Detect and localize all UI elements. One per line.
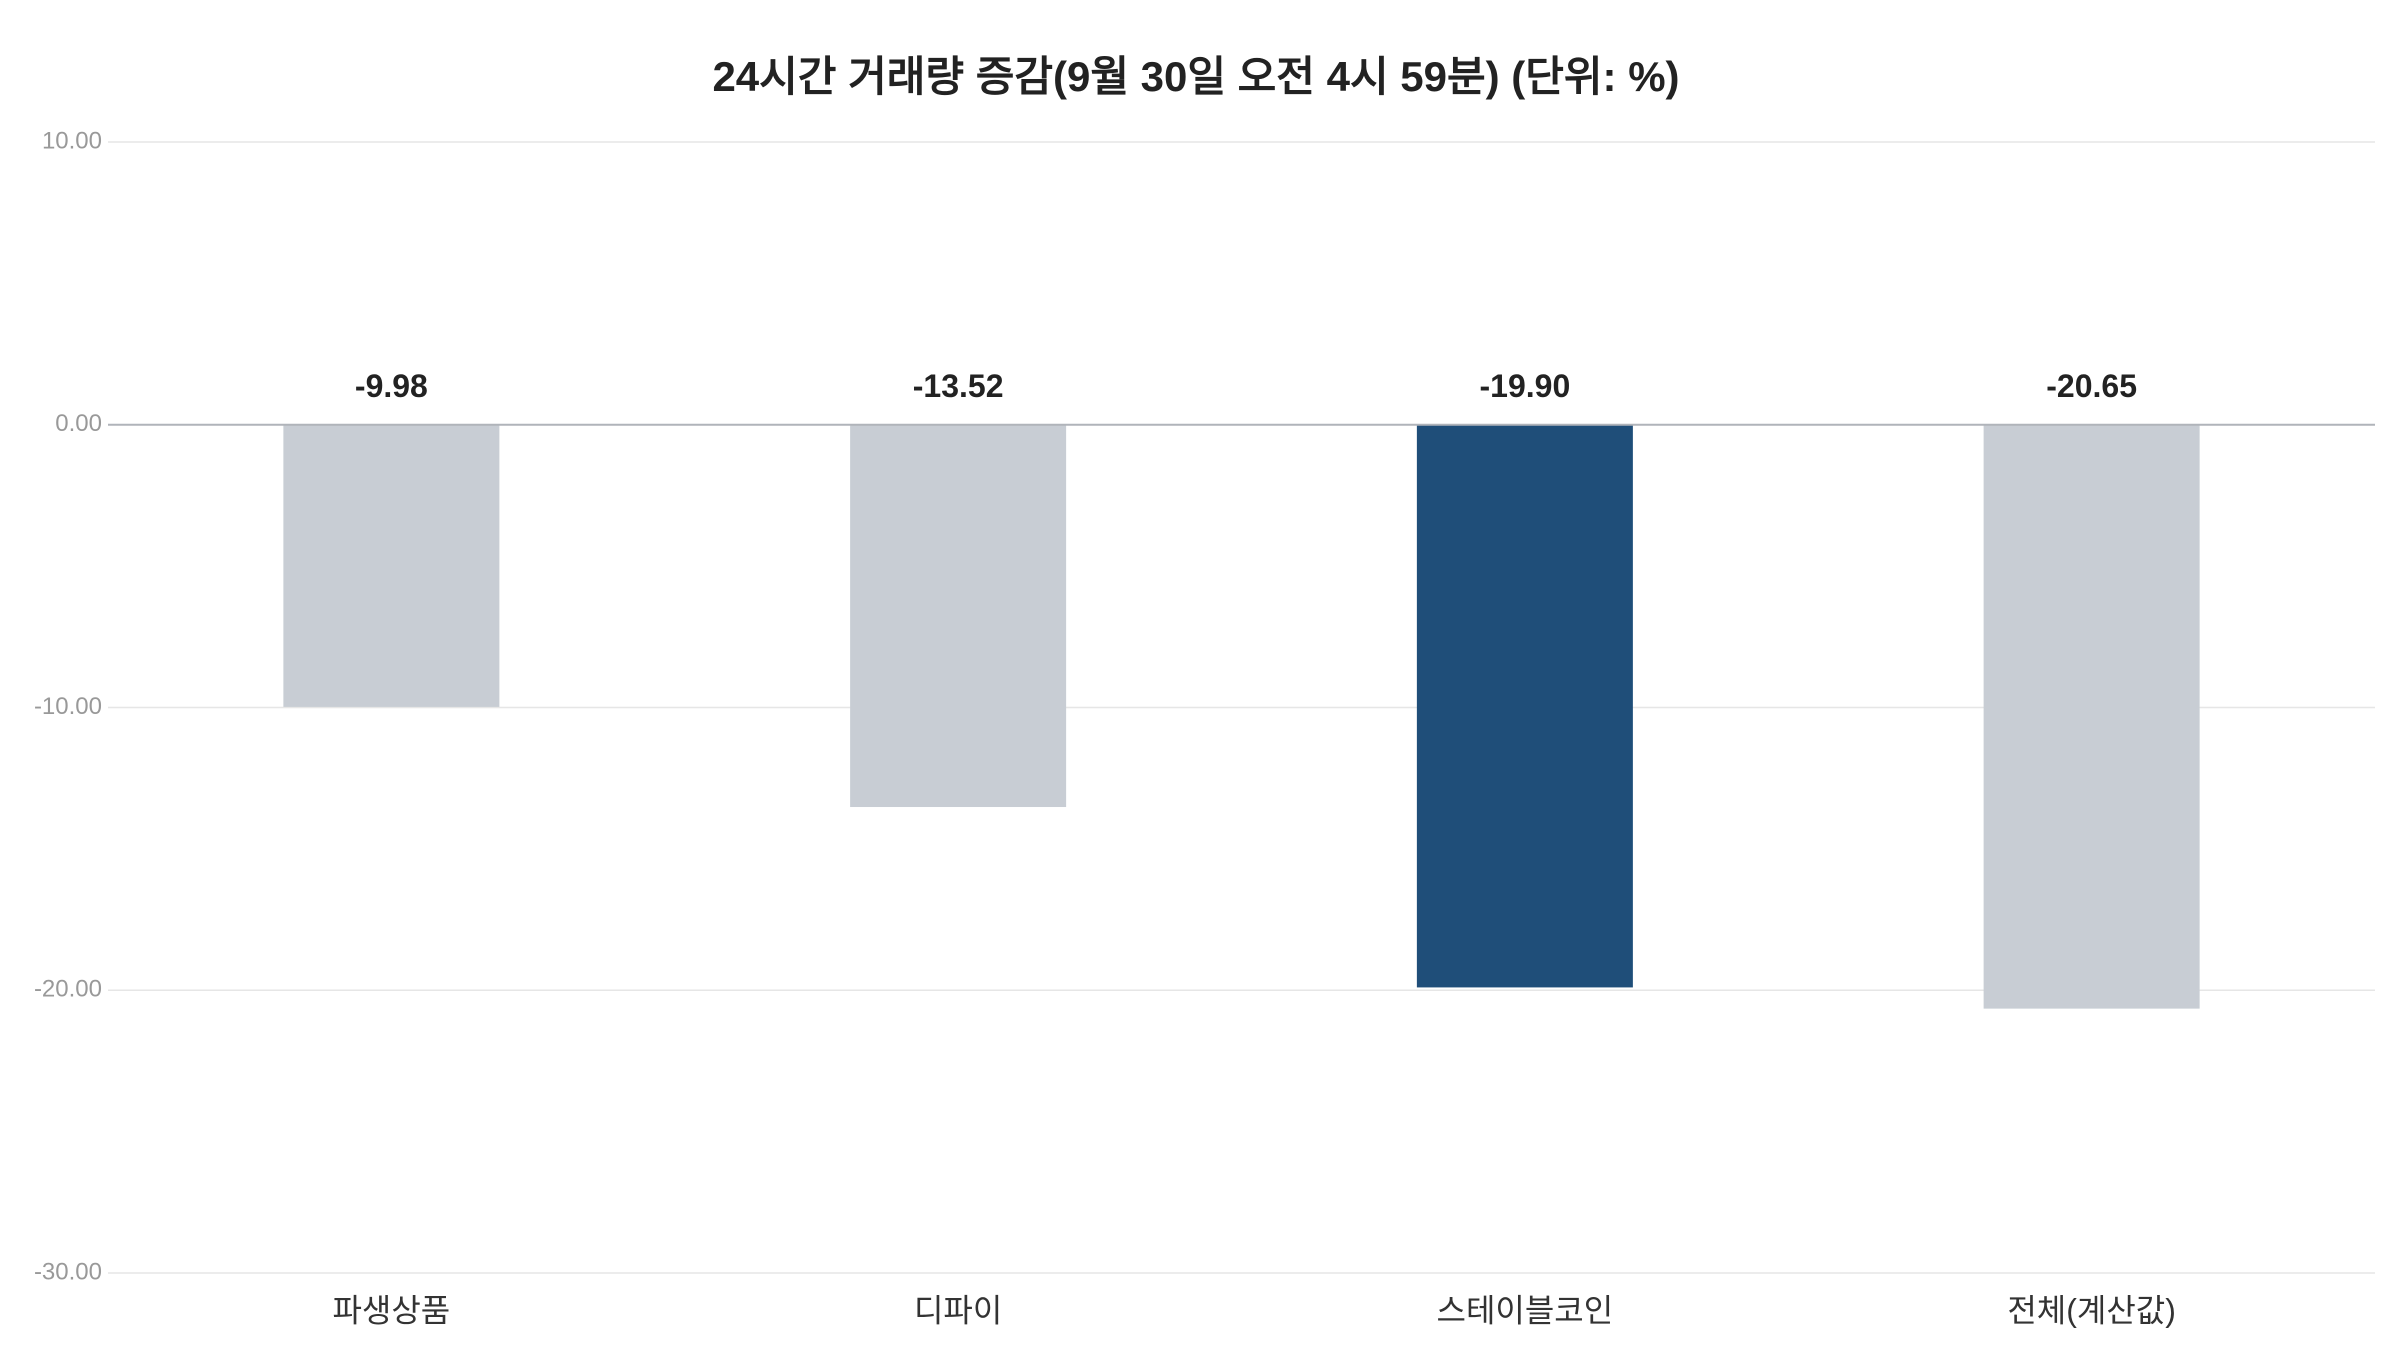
value-label: -20.65 — [2046, 368, 2137, 404]
y-tick-label: 10.00 — [42, 127, 102, 154]
bar — [1983, 424, 2200, 1009]
x-tick-label: 스테이블코인 — [1437, 1292, 1614, 1328]
chart-title: 24시간 거래량 증감(9월 30일 오전 4시 59분) (단위: %) — [712, 53, 1679, 100]
y-tick-label: 0.00 — [55, 410, 102, 437]
y-tick-label: -10.00 — [34, 693, 102, 720]
value-label: -9.98 — [355, 368, 428, 404]
y-tick-label: -30.00 — [34, 1258, 102, 1285]
bar — [850, 424, 1067, 808]
value-label: -19.90 — [1480, 368, 1571, 404]
bar — [1416, 424, 1633, 988]
x-tick-label: 파생상품 — [332, 1292, 450, 1328]
y-tick-label: -20.00 — [34, 976, 102, 1003]
bar — [283, 424, 500, 707]
x-tick-label: 전체(계산값) — [2007, 1292, 2176, 1328]
value-label: -13.52 — [913, 368, 1004, 404]
x-tick-label: 디파이 — [914, 1292, 1002, 1328]
